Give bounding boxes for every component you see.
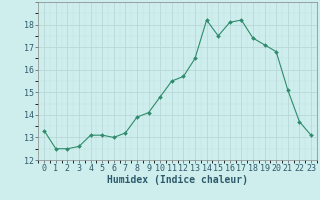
X-axis label: Humidex (Indice chaleur): Humidex (Indice chaleur) — [107, 175, 248, 185]
